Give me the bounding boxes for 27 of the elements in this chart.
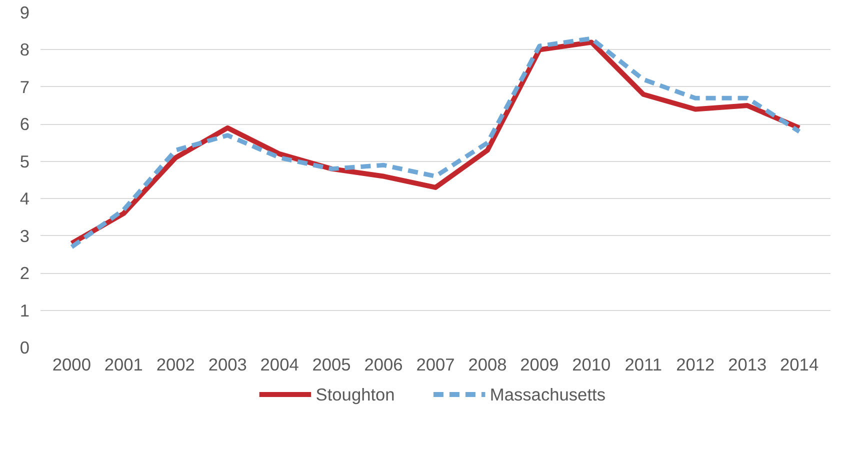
- x-tick-label: 2002: [156, 354, 195, 374]
- x-tick-label: 2003: [208, 354, 247, 374]
- legend-label: Massachusetts: [490, 384, 606, 404]
- y-tick-label: 3: [20, 226, 30, 246]
- x-tick-label: 2001: [104, 354, 143, 374]
- x-tick-label: 2010: [572, 354, 611, 374]
- y-tick-label: 4: [20, 188, 30, 209]
- y-tick-label: 6: [20, 114, 30, 134]
- x-tick-label: 2004: [260, 354, 300, 374]
- y-tick-label: 8: [20, 40, 30, 60]
- x-tick-label: 2012: [676, 354, 715, 374]
- x-tick-label: 2005: [312, 354, 351, 374]
- y-tick-label: 9: [20, 2, 30, 22]
- y-tick-label: 0: [20, 338, 30, 358]
- x-tick-label: 2011: [624, 354, 662, 374]
- y-tick-label: 5: [20, 151, 30, 172]
- x-tick-label: 2013: [728, 354, 767, 374]
- x-tick-label: 2007: [416, 354, 455, 374]
- x-tick-label: 2014: [780, 354, 819, 374]
- y-tick-label: 2: [20, 263, 30, 284]
- x-tick-label: 2008: [468, 354, 507, 374]
- y-tick-label: 1: [20, 300, 30, 320]
- legend-label: Stoughton: [316, 384, 395, 404]
- y-tick-label: 7: [20, 76, 30, 97]
- x-tick-label: 2000: [52, 354, 91, 374]
- x-tick-label: 2006: [364, 354, 403, 374]
- x-tick-label: 2009: [520, 354, 559, 374]
